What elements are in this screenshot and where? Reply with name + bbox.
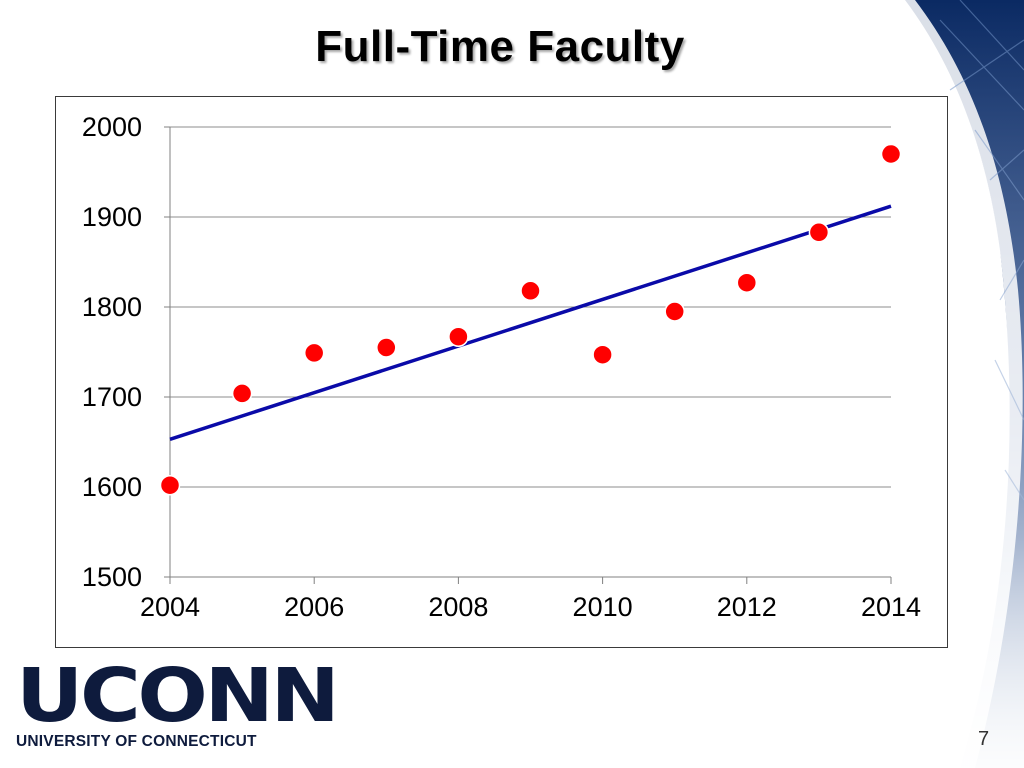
chart-frame	[55, 96, 948, 648]
data-points	[159, 143, 902, 496]
slide-number: 7	[978, 728, 990, 750]
slide-title: Full-Time Faculty	[315, 22, 685, 71]
x-tick-label: 2004	[140, 592, 200, 622]
uconn-logo: UCONN UNIVERSITY OF CONNECTICUT	[16, 659, 340, 756]
y-tick-label: 1800	[82, 292, 142, 322]
x-tick-label: 2010	[573, 592, 633, 622]
logo-wordmark: UCONN	[16, 653, 340, 739]
y-tick-label: 1700	[82, 382, 142, 412]
logo-subtitle: UNIVERSITY OF CONNECTICUT	[16, 733, 257, 750]
data-point	[159, 474, 181, 496]
y-tick-label: 1500	[82, 562, 142, 592]
scatter-chart: 1500 1600 1700 1800 1900 2000 2004 2006 2008 2010…	[82, 112, 921, 622]
data-point	[736, 272, 758, 293]
y-tick-label: 1600	[82, 472, 142, 502]
data-point	[231, 383, 253, 404]
x-tick-label: 2012	[717, 592, 777, 622]
data-point	[520, 280, 541, 302]
axes	[164, 126, 892, 584]
x-tick-label: 2006	[284, 592, 344, 622]
gridlines	[170, 126, 891, 488]
y-tick-label: 1900	[82, 202, 142, 232]
data-point	[808, 222, 830, 243]
data-point	[448, 326, 469, 347]
data-point	[376, 337, 397, 358]
y-tick-label: 2000	[82, 112, 142, 142]
trendline	[169, 204, 892, 441]
trendline-layer	[169, 204, 892, 441]
data-point	[664, 301, 685, 322]
x-tick-label: 2014	[861, 592, 921, 622]
data-point	[592, 344, 613, 365]
x-tick-label: 2008	[428, 592, 488, 622]
data-point	[303, 342, 325, 364]
tick-labels: 1500 1600 1700 1800 1900 2000 2004 2006 2008 2010…	[82, 112, 921, 622]
data-point	[880, 143, 902, 165]
